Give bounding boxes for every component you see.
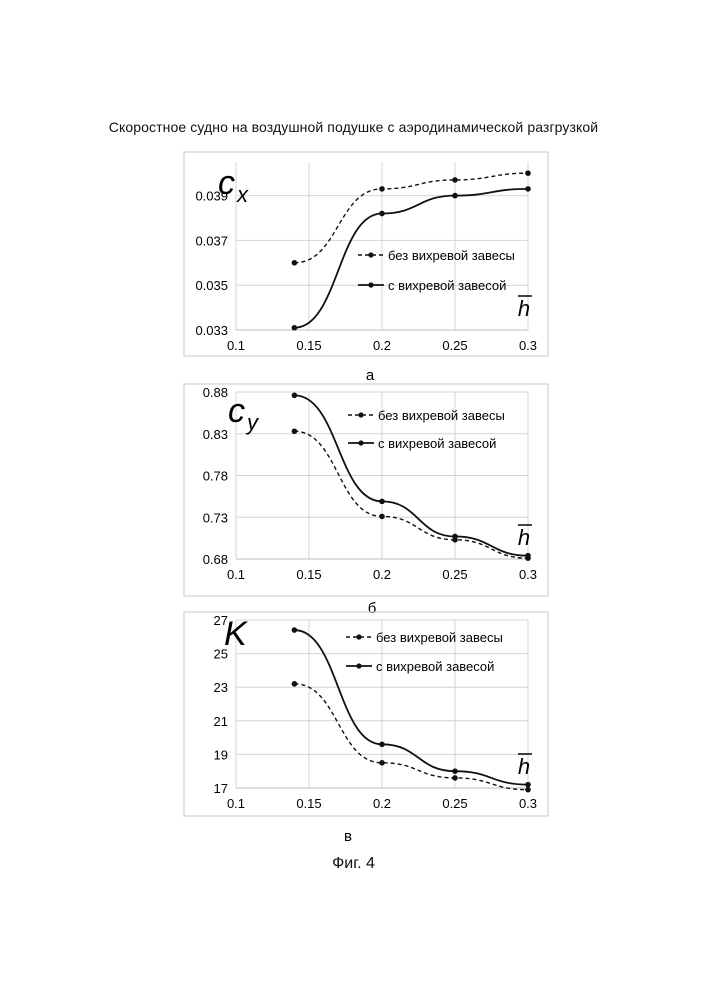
chart-frame [183,383,549,597]
y-tick-label: 0.68 [203,552,228,567]
y-tick-label: 0.73 [203,510,228,525]
quantity-symbol: K [224,615,248,653]
panel-label: в [344,828,352,845]
chart-frame [183,611,549,817]
data-point [452,775,458,781]
x-tick-label: 0.15 [296,567,321,582]
y-tick-label: 17 [214,781,228,796]
data-point [291,428,298,435]
x-tick-label: 0.2 [373,796,391,811]
data-point [452,177,458,183]
x-tick-label: 0.25 [442,567,467,582]
legend-marker [368,252,374,258]
data-point [379,210,385,217]
data-point [379,760,385,766]
x-tick-label: 0.15 [296,796,321,811]
data-point [525,186,531,192]
x-axis-label: h [518,525,530,550]
legend-marker [358,412,364,418]
y-tick-label: 0.88 [203,385,228,400]
legend-label: без вихревой завесы [378,408,505,423]
series-line-without-curtain [294,430,529,559]
legend-marker [356,634,362,640]
figure-caption: Фиг. 4 [332,855,375,872]
x-tick-label: 0.15 [296,338,321,353]
x-axis-label: h [518,754,530,779]
chart-frame [183,151,549,357]
y-tick-label: 0.83 [203,427,228,442]
series-line-without-curtain [294,172,529,264]
x-tick-label: 0.1 [227,796,245,811]
x-tick-label: 0.1 [227,338,245,353]
x-tick-label: 0.3 [519,567,537,582]
legend-label: с вихревой завесой [378,436,496,451]
legend-marker [368,282,374,288]
data-point [452,533,458,540]
y-tick-label: 0.035 [195,278,228,293]
data-point [379,513,385,520]
series-line-with-curtain [294,394,529,557]
legend-label: с вихревой завесой [376,659,494,674]
x-tick-label: 0.3 [519,338,537,353]
data-point [291,324,298,331]
legend-marker [356,663,362,669]
data-point [525,170,531,176]
data-point [291,627,298,633]
data-point [525,781,531,788]
y-tick-label: 0.037 [195,233,228,248]
data-point [291,681,298,687]
x-axis-label: h [518,296,530,321]
data-point [291,260,298,266]
y-tick-label: 27 [214,613,228,628]
data-point [452,768,458,774]
quantity-symbol: cy [228,392,260,435]
series-line-with-curtain [294,187,529,329]
x-tick-label: 0.3 [519,796,537,811]
x-tick-label: 0.2 [373,338,391,353]
y-tick-label: 25 [214,647,228,662]
data-point [525,552,531,559]
page-title: Скоростное судно на воздушной подушке с … [108,119,599,135]
data-point [379,186,385,192]
y-tick-label: 0.039 [195,189,228,204]
x-tick-label: 0.25 [442,796,467,811]
data-point [525,786,531,793]
series-line-without-curtain [294,683,529,791]
y-tick-label: 23 [214,680,228,695]
series-line-with-curtain [294,629,529,786]
data-point [379,498,385,505]
legend-marker [358,440,364,446]
panel-label: б [368,600,377,617]
legend-label: без вихревой завесы [388,248,515,263]
x-tick-label: 0.25 [442,338,467,353]
data-point [452,192,458,199]
y-tick-label: 21 [214,714,228,729]
y-tick-label: 0.033 [195,323,228,338]
x-tick-label: 0.2 [373,567,391,582]
data-point [291,392,298,399]
legend-label: с вихревой завесой [388,278,506,293]
data-point [379,741,385,748]
legend-label: без вихревой завесы [376,630,503,645]
panel-label: а [366,367,375,384]
y-tick-label: 0.78 [203,469,228,484]
y-tick-label: 19 [214,747,228,762]
x-tick-label: 0.1 [227,567,245,582]
